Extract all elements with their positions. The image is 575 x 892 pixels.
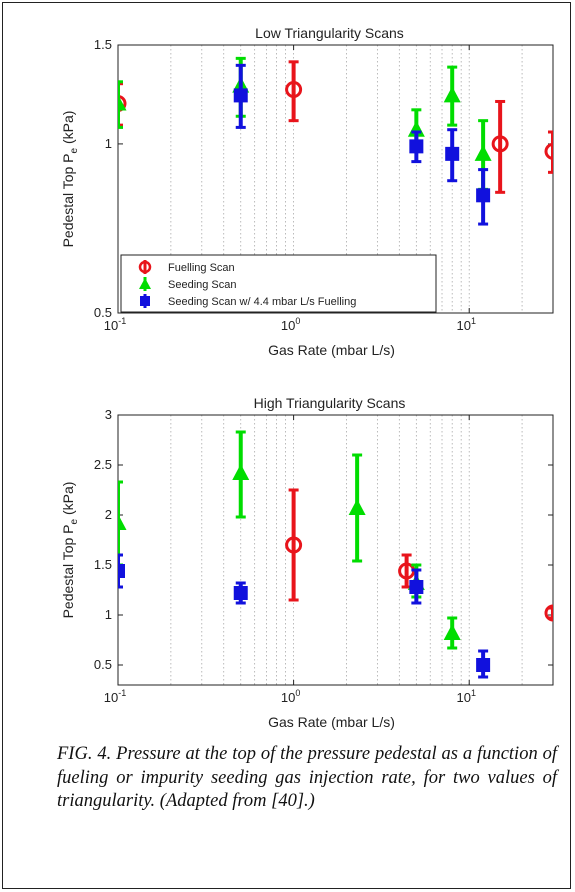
data-layer: [118, 430, 553, 679]
chart-high-triangularity: 10-1 100 101 0.5 1 1.5 2 2.5 3 High Triangularity…: [60, 395, 554, 730]
x-tick-label: 101: [456, 316, 475, 333]
legend: Fuelling Scan Seeding Scan Seeding Scan w/…: [120, 254, 437, 313]
point-triangle: [118, 514, 127, 530]
figure-caption: FIG. 4. Pressure at the top of the press…: [57, 744, 557, 811]
legend-label: Seeding Scan w/ 4.4 mbar L/s Fuelling: [168, 296, 356, 308]
point-square: [476, 658, 491, 672]
y-tick-label: 0.5: [94, 657, 112, 672]
legend-marker-triangle: [139, 278, 151, 289]
point-circle: [491, 135, 509, 153]
y-tick-label: 2: [105, 507, 112, 522]
legend-box: [120, 254, 437, 313]
point-circle: [544, 604, 553, 622]
series-circle: [118, 60, 553, 194]
point-triangle: [118, 94, 127, 111]
plot-area: [117, 414, 554, 686]
x-axis-label: Gas Rate (mbar L/s): [268, 714, 395, 730]
x-tick-label: 100: [281, 688, 300, 705]
point-square: [476, 188, 491, 203]
y-tick-label: 2.5: [94, 457, 112, 472]
data-layer: [118, 56, 553, 226]
series-triangle: [118, 56, 492, 191]
y-tick-label: 1.5: [94, 557, 112, 572]
point-square: [409, 580, 424, 594]
point-square: [233, 586, 248, 600]
point-square: [445, 146, 460, 161]
y-axis-label: Pedestal Top Pe (kPa): [60, 482, 80, 619]
point-square: [233, 88, 248, 103]
series-triangle: [118, 430, 461, 650]
y-axis-label: Pedestal Top Pe (kPa): [60, 111, 80, 248]
legend-marker-circle: [138, 260, 152, 274]
point-circle: [285, 80, 303, 98]
chart-title: Low Triangularity Scans: [255, 25, 404, 41]
y-tick-label: 1: [105, 607, 112, 622]
series-square: [118, 553, 491, 679]
x-tick-label: 101: [456, 688, 475, 705]
x-grid: [170, 415, 523, 685]
y-tick-label: 1: [105, 136, 112, 151]
y-tick-label: 0.5: [94, 305, 112, 320]
x-axis-label: Gas Rate (mbar L/s): [268, 342, 395, 358]
point-triangle: [443, 624, 461, 640]
x-tick-label: 10-1: [104, 688, 126, 705]
point-triangle: [232, 464, 250, 480]
legend-marker-square: [140, 296, 150, 306]
point-square: [409, 139, 424, 154]
point-triangle: [474, 144, 492, 161]
series-circle: [285, 488, 553, 622]
plot-area: [117, 44, 554, 314]
figure-canvas: 10-1 100 101 0.5 1 1.5 Low Triangularity Scans…: [60, 25, 554, 730]
point-square: [118, 564, 125, 578]
point-circle: [285, 536, 303, 554]
legend-label: Seeding Scan: [168, 279, 237, 291]
y-tick-label: 1.5: [94, 37, 112, 52]
point-triangle: [443, 86, 461, 103]
series-square: [233, 63, 491, 226]
point-triangle: [348, 499, 366, 515]
legend-label: Fuelling Scan: [168, 262, 235, 274]
point-circle: [544, 142, 553, 160]
x-tick-label: 10-1: [104, 316, 126, 333]
point-circle: [118, 95, 127, 113]
chart-low-triangularity: 10-1 100 101 0.5 1 1.5 Low Triangularity Scans…: [60, 25, 554, 358]
y-tick-label: 3: [105, 407, 112, 422]
chart-title: High Triangularity Scans: [254, 395, 406, 411]
x-tick-label: 100: [281, 316, 300, 333]
